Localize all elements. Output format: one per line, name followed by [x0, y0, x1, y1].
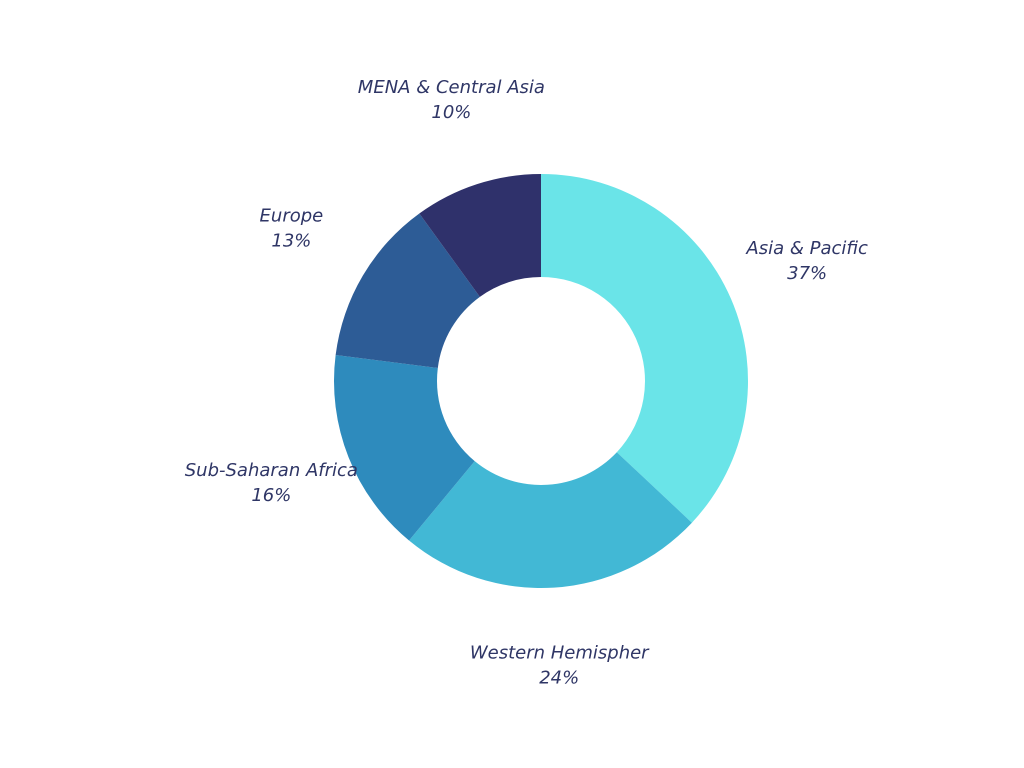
- slice-label-mena-and-central-asia: MENA & Central Asia 10%: [358, 77, 545, 123]
- slice-label-western-hemispher: Western Hemispher 24%: [470, 642, 650, 688]
- slices-group: [334, 174, 748, 588]
- slice-value: 16%: [251, 485, 291, 506]
- slice-value: 13%: [271, 230, 311, 251]
- slice-sub-saharan-africa: [334, 355, 475, 541]
- slice-western-hemispher: [409, 452, 692, 588]
- slice-value: 37%: [787, 263, 827, 284]
- slice-name: Europe: [260, 205, 324, 226]
- labels-group: Asia & Pacific 37% Western Hemispher 24% Sub…: [185, 77, 868, 688]
- slice-name: Western Hemispher: [470, 642, 650, 663]
- slice-europe: [335, 213, 480, 368]
- slice-mena-and-central-asia: [419, 174, 541, 297]
- slice-label-asia-and-pacific: Asia & Pacific 37%: [745, 238, 868, 284]
- slice-asia-and-pacific: [541, 174, 748, 523]
- slice-name: MENA & Central Asia: [358, 77, 545, 98]
- slice-name: Asia & Pacific: [745, 238, 868, 259]
- slice-label-sub-saharan-africa: Sub-Saharan Africa 16%: [185, 460, 358, 506]
- slice-value: 24%: [539, 667, 579, 688]
- slice-label-europe: Europe 13%: [260, 205, 324, 251]
- slice-value: 10%: [431, 102, 471, 123]
- slice-name: Sub-Saharan Africa: [185, 460, 358, 481]
